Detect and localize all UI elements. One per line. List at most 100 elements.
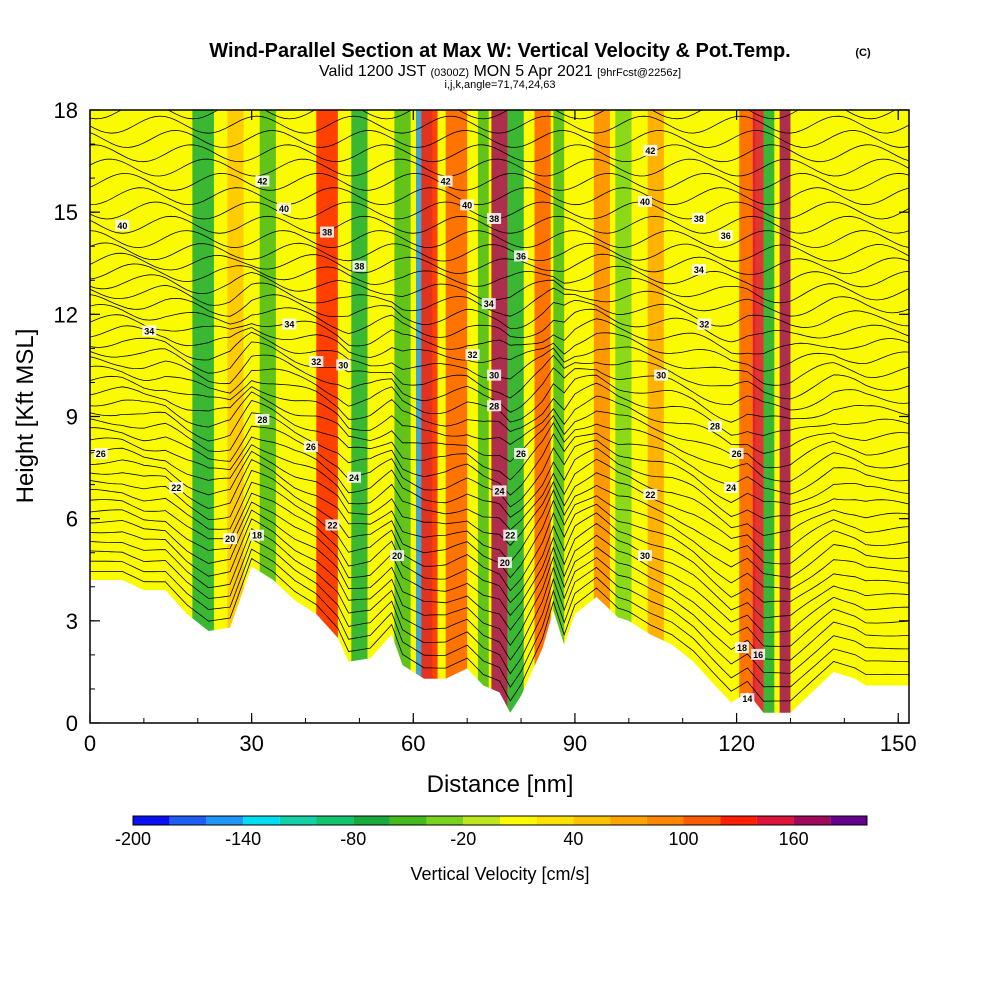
colorbar-swatch bbox=[206, 816, 244, 825]
contour-label: 22 bbox=[505, 531, 515, 541]
isentrope bbox=[90, 271, 909, 304]
isentrope bbox=[90, 129, 909, 148]
contour-label: 30 bbox=[656, 371, 666, 381]
contour-label: 18 bbox=[737, 643, 747, 653]
contour-label: 22 bbox=[327, 520, 337, 530]
contour-label-bg bbox=[255, 175, 270, 187]
colorbar-swatch bbox=[500, 816, 537, 825]
contour-label: 38 bbox=[694, 214, 704, 224]
colorbar-tick-label: 100 bbox=[668, 829, 698, 849]
contour-label-bg bbox=[637, 195, 652, 207]
contour-label-bg bbox=[734, 642, 749, 654]
contour-label: 38 bbox=[354, 262, 364, 272]
isentrope bbox=[90, 509, 909, 634]
contour-label-bg bbox=[643, 144, 658, 156]
contour-label-bg bbox=[390, 550, 405, 562]
isentrope bbox=[90, 518, 909, 647]
isentrope bbox=[90, 242, 909, 262]
contour-label-bg bbox=[142, 325, 157, 337]
isentrope bbox=[90, 436, 909, 519]
velocity-band bbox=[445, 110, 468, 723]
contour-label-bg bbox=[347, 471, 362, 483]
colorbar-swatch bbox=[389, 816, 427, 825]
contour-label-bg bbox=[637, 550, 652, 562]
velocity-band bbox=[477, 110, 489, 723]
colorbar-swatch bbox=[243, 816, 280, 825]
isentrope bbox=[90, 294, 909, 330]
contour-label-bg bbox=[729, 447, 744, 459]
contour-label-bg bbox=[303, 441, 318, 453]
plot-area: 42 40 40 38 38 34 34 32 30 28 26 26 22 24 20 18 22 20 42 40… bbox=[90, 110, 909, 723]
isentrope bbox=[90, 325, 909, 372]
contour-label: 26 bbox=[96, 449, 106, 459]
isentrope bbox=[90, 501, 909, 619]
contour-label: 36 bbox=[721, 231, 731, 241]
contour-label: 20 bbox=[225, 534, 235, 544]
contour-label-bg bbox=[654, 369, 669, 381]
isentrope bbox=[90, 187, 909, 206]
contour-label: 36 bbox=[516, 251, 526, 261]
subtitle-valid: Valid 1200 JST bbox=[319, 63, 427, 80]
contour-label-bg bbox=[740, 693, 755, 705]
colorbar-swatch bbox=[573, 816, 611, 825]
contour-label: 16 bbox=[753, 650, 763, 660]
contour-label: 26 bbox=[306, 442, 316, 452]
contour-label: 30 bbox=[489, 371, 499, 381]
velocity-band bbox=[227, 110, 244, 723]
contour-label: 28 bbox=[489, 401, 499, 411]
colorbar-swatch bbox=[720, 816, 757, 825]
isentrope bbox=[90, 144, 909, 163]
contour-label: 34 bbox=[284, 320, 294, 330]
contour-label: 18 bbox=[252, 531, 262, 541]
contour-label: 32 bbox=[311, 357, 321, 367]
contour-label-bg bbox=[276, 202, 291, 214]
subtitle-zulu: (0300Z) bbox=[430, 67, 469, 79]
contour-label-bg bbox=[250, 529, 265, 541]
subtitle-forecast: [9hrFcst@2256z] bbox=[597, 67, 681, 79]
x-tick-label: 60 bbox=[401, 731, 425, 756]
colorbar-label: Vertical Velocity [cm/s] bbox=[410, 864, 589, 884]
isentrope bbox=[90, 158, 909, 177]
contour-label: 32 bbox=[468, 350, 478, 360]
isentrope bbox=[90, 263, 909, 290]
isentrope bbox=[90, 303, 909, 343]
contour-labels: 42 40 40 38 38 34 34 32 30 28 26 26 22 24 20 18 22 20 42 40… bbox=[93, 144, 766, 705]
contour-label: 42 bbox=[257, 177, 267, 187]
velocity-band bbox=[739, 110, 756, 723]
colorbar-swatch bbox=[133, 816, 170, 825]
contour-label: 28 bbox=[257, 415, 267, 425]
contour-label-bg bbox=[460, 199, 475, 211]
colorbar-swatch bbox=[830, 816, 867, 825]
contour-label-bg bbox=[352, 260, 367, 272]
contour-label-bg bbox=[487, 369, 502, 381]
contour-label-bg bbox=[223, 533, 238, 545]
contour-label: 42 bbox=[645, 146, 655, 156]
x-tick-label: 120 bbox=[718, 731, 755, 756]
isentrope bbox=[90, 450, 909, 551]
colorbar-swatch bbox=[793, 816, 831, 825]
contour-label: 34 bbox=[144, 326, 154, 336]
isentrope bbox=[90, 412, 909, 496]
isentrope bbox=[90, 386, 909, 454]
velocity-band bbox=[647, 110, 664, 723]
isentrope bbox=[90, 391, 909, 469]
velocity-band bbox=[534, 110, 551, 723]
isentrope bbox=[90, 444, 909, 536]
velocity-band bbox=[394, 110, 411, 723]
isentrope bbox=[90, 528, 909, 661]
isentrope bbox=[90, 172, 909, 191]
contour-label: 22 bbox=[645, 490, 655, 500]
contour-label-bg bbox=[487, 400, 502, 412]
contour-label: 26 bbox=[732, 449, 742, 459]
contour-label: 30 bbox=[338, 360, 348, 370]
contour-label: 38 bbox=[322, 228, 332, 238]
colorbar-swatch bbox=[426, 816, 464, 825]
chart-title: Wind-Parallel Section at Max W: Vertical… bbox=[209, 40, 790, 62]
contour-label: 40 bbox=[117, 221, 127, 231]
contour-label: 20 bbox=[500, 558, 510, 568]
contour-label-bg bbox=[438, 175, 453, 187]
colorbar-swatch bbox=[463, 816, 500, 825]
isentrope bbox=[90, 481, 909, 592]
